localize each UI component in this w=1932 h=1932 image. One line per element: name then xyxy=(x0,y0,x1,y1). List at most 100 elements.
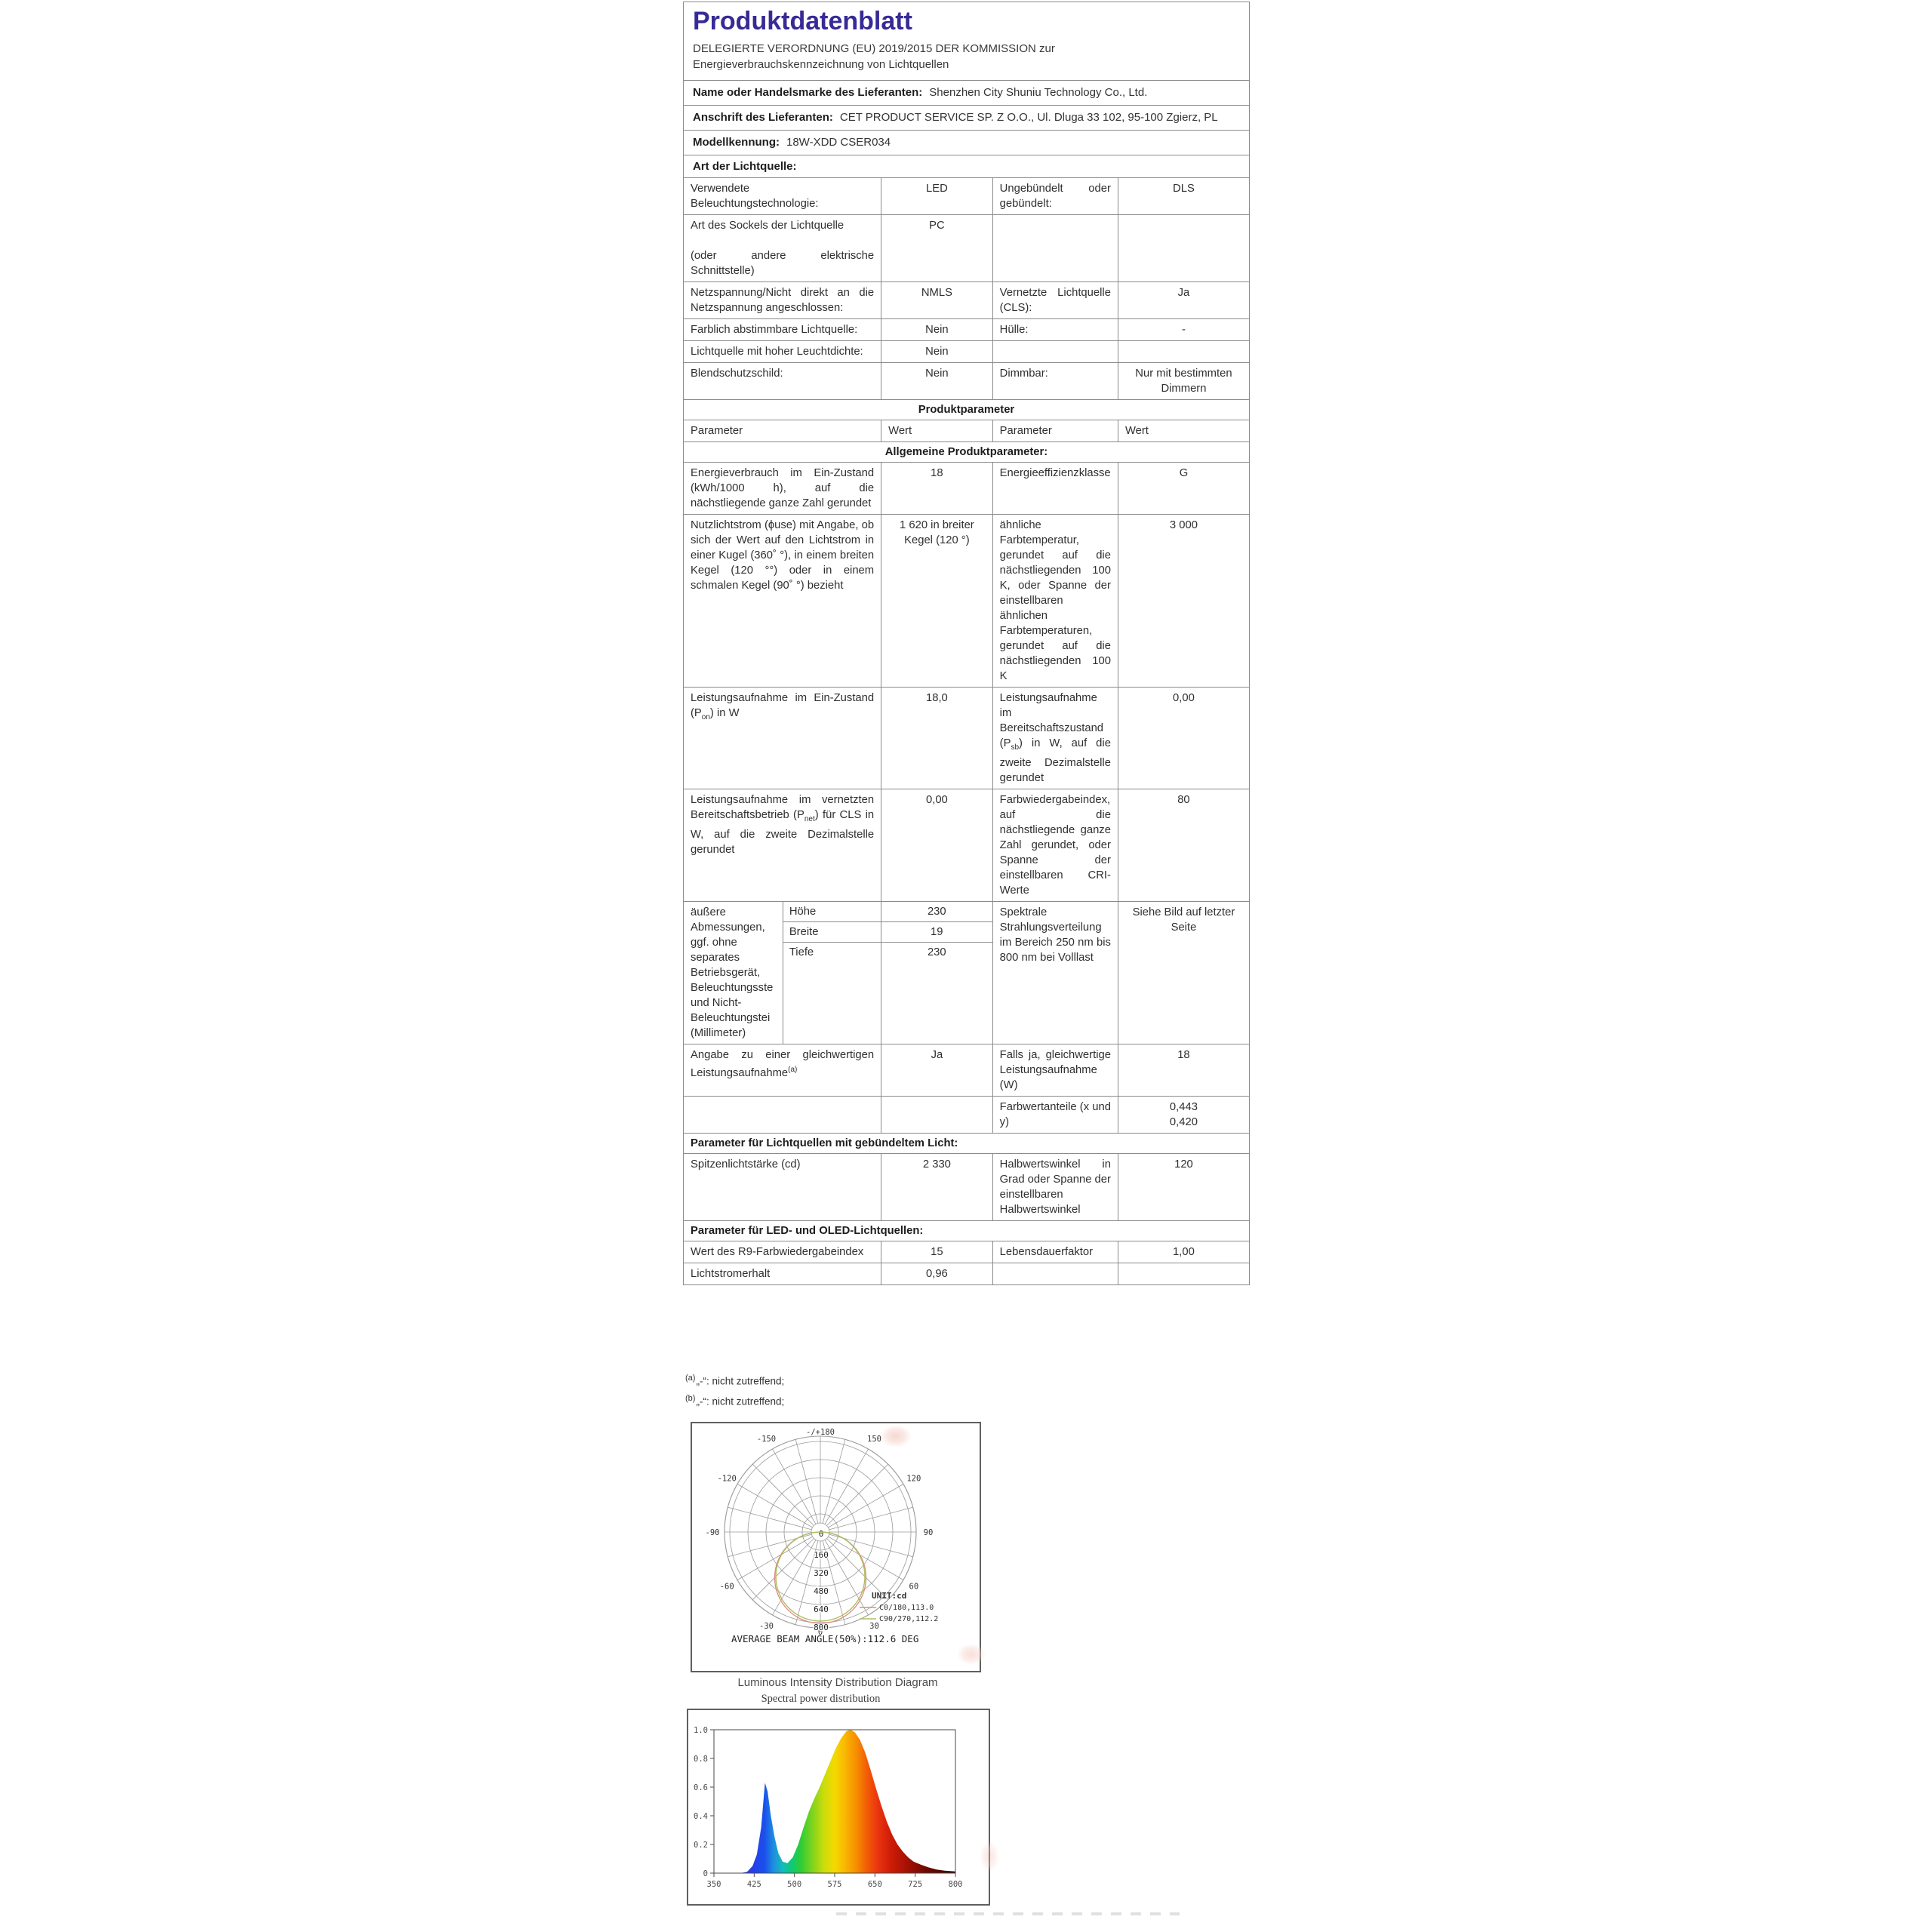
light-source-type-header: Art der Lichtquelle: xyxy=(684,155,1249,177)
param-label-cell: Farbwiedergabeindex, auf die nächstliege… xyxy=(993,789,1118,901)
table-row: Farbwertanteile (x und y) 0,443 0,420 xyxy=(684,1096,1249,1134)
param-label-cell xyxy=(684,1096,882,1133)
supplier-name-label: Name oder Handelsmarke des Lieferanten: xyxy=(693,86,923,99)
polar-unit-label: UNIT:cd xyxy=(872,1591,906,1601)
y-tick-label: 0.8 xyxy=(694,1755,708,1764)
param-label-cell: ähnliche Farbtemperatur, gerundet auf di… xyxy=(993,515,1118,687)
table-row: Spitzenlichtstärke (cd) 2 330 Halbwertswin… xyxy=(684,1153,1249,1221)
param-label-cell: Falls ja, gleichwertige Leistungsaufnahm… xyxy=(993,1044,1118,1096)
polar-radial-label: 800 xyxy=(814,1623,829,1632)
table-row: Wert des R9-Farbwiedergabeindex 15 Lebensd… xyxy=(684,1241,1249,1263)
supplier-name-value: Shenzhen City Shuniu Technology Co., Ltd… xyxy=(929,86,1148,99)
table-section-header: Parameter für LED- und OLED-Lichtquellen… xyxy=(691,1224,924,1237)
dimensions-filler xyxy=(881,963,992,1044)
param-value-cell: Ja xyxy=(881,1044,993,1096)
param-value-cell: 18 xyxy=(1177,1048,1190,1061)
param-value-cell: Wert xyxy=(1124,425,1149,437)
subtitle-line-1: DELEGIERTE VERORDNUNG (EU) 2019/2015 DER… xyxy=(693,42,1055,55)
param-value-cell: NMLS xyxy=(881,282,993,318)
param-value-cell: 0,96 xyxy=(881,1263,993,1284)
table-section-header: Allgemeine Produktparameter: xyxy=(884,446,1048,458)
param-label-cell: Netzspannung/Nicht direkt an die Netzspa… xyxy=(684,282,882,318)
spectral-power-chart: 1.0 0.8 0.6 0.4 0.2 0 350 425 500 575 650 725 800 xyxy=(687,1709,990,1906)
param-value-cell: Nein xyxy=(881,363,993,399)
param-label-cell xyxy=(993,341,1118,362)
param-label-cell: Hülle: xyxy=(993,319,1118,340)
table-row: Produktparameter xyxy=(684,400,1249,420)
model-id-label: Modellkennung: xyxy=(693,136,780,149)
param-value-cell: 18 xyxy=(881,463,993,514)
spectrum-chart-svg: 1.0 0.8 0.6 0.4 0.2 0 350 425 500 575 650 725 800 xyxy=(694,1726,963,1889)
polar-angle-label: -120 xyxy=(718,1475,737,1484)
param-label-cell xyxy=(993,215,1118,281)
beam-curve-c90-270 xyxy=(775,1531,866,1622)
table-row: Parameter Wert Parameter Wert xyxy=(684,420,1249,442)
beam-angle-annotation: AVERAGE BEAM ANGLE(50%):112.6 DEG xyxy=(731,1633,918,1644)
param-value-cell: 2 330 xyxy=(881,1153,993,1220)
table-section-header: Parameter für Lichtquellen mit gebündelt… xyxy=(691,1137,958,1149)
param-label-cell: Leistungsaufnahme im Ein-Zustand (Pon) i… xyxy=(684,688,882,789)
param-value-cell: Wert xyxy=(881,420,993,441)
table-row: Lichtstromerhalt 0,96 xyxy=(684,1263,1249,1284)
param-label-cell: Leistungsaufnahme im Bereitschaftszustan… xyxy=(993,688,1118,789)
param-value-cell: 0,443 0,420 xyxy=(1169,1100,1198,1128)
param-value-cell: Nein xyxy=(881,341,993,362)
polar-angle-labels: -150 -120 -90 -60 -30 30 60 90 120 150 xyxy=(706,1435,934,1631)
param-label-cell: Leistungsaufnahme im vernetzten Bereitsc… xyxy=(684,789,882,901)
dimensions-filler xyxy=(783,962,881,1044)
param-value-cell: PC xyxy=(881,215,993,281)
footnote: (b)„-“: nicht zutreffend; xyxy=(685,1393,785,1407)
param-label-cell: Vernetzte Lichtquelle (CLS): xyxy=(993,282,1118,318)
luminous-intensity-diagram: -150 -120 -90 -60 -30 30 60 90 120 150 -/+180 0 0 160… xyxy=(691,1422,981,1672)
table-row: Parameter für LED- und OLED-Lichtquellen… xyxy=(684,1221,1249,1241)
supplier-address-row: Anschrift des Lieferanten: CET PRODUCT SE… xyxy=(684,105,1249,130)
polar-radial-labels: 0 160 320 480 640 800 xyxy=(813,1528,830,1634)
product-datasheet: Produktdatenblatt DELEGIERTE VERORDNUNG … xyxy=(683,2,1250,1285)
dimension-name-cell: Tiefe xyxy=(783,942,881,963)
param-label-cell: Art des Sockels der Lichtquelle (oder and… xyxy=(684,215,882,281)
polar-top-label: -/+180 xyxy=(806,1428,835,1437)
param-label-cell: Dimmbar: xyxy=(993,363,1118,399)
footnote: (a)„-“: nicht zutreffend; xyxy=(685,1374,785,1387)
dimension-name-cell: Breite xyxy=(783,921,881,943)
polar-angle-label: -90 xyxy=(706,1528,720,1537)
polar-angle-label: -30 xyxy=(759,1622,774,1631)
param-label-cell: Lebensdauerfaktor xyxy=(993,1241,1118,1263)
table-row: Leistungsaufnahme im vernetzten Bereitsc… xyxy=(684,789,1249,902)
param-value-cell: Ja xyxy=(1177,287,1190,299)
product-parameter-table: Verwendete Beleuchtungstechnologie: LED Un… xyxy=(684,177,1249,1284)
intensity-diagram-caption: Luminous Intensity Distribution Diagram xyxy=(737,1676,938,1689)
param-label-cell: Farbwertanteile (x und y) xyxy=(993,1096,1118,1133)
x-tick-label: 800 xyxy=(949,1880,963,1889)
param-value-cell: - xyxy=(1181,324,1186,336)
y-tick-label: 0.6 xyxy=(694,1783,708,1792)
param-label-cell: Farblich abstimmbare Lichtquelle: xyxy=(684,319,882,340)
polar-angle-label: 150 xyxy=(867,1435,881,1444)
param-value-cell xyxy=(1118,341,1249,362)
polar-chart-svg: -150 -120 -90 -60 -30 30 60 90 120 150 -/+180 0 0 160… xyxy=(706,1428,939,1644)
footnotes: (a)„-“: nicht zutreffend; (b)„-“: nicht z… xyxy=(685,1374,784,1414)
param-value-cell: 15 xyxy=(881,1241,993,1263)
param-label-cell: Energieeffizienzklasse xyxy=(993,463,1118,514)
table-row: Netzspannung/Nicht direkt an die Netzspa… xyxy=(684,282,1249,319)
param-label-cell: Parameter xyxy=(993,420,1118,441)
supplier-name-row: Name oder Handelsmarke des Lieferanten: S… xyxy=(684,80,1249,105)
param-label-cell: Verwendete Beleuchtungstechnologie: xyxy=(684,178,882,214)
param-value-cell: 3 000 xyxy=(1169,519,1198,531)
param-label-cell: Halbwertswinkel in Grad oder Spanne der … xyxy=(993,1153,1118,1220)
param-value-cell: Siehe Bild auf letzter Seite xyxy=(1132,906,1235,934)
dimensions-subtable: Höhe 230 Breite 19 Tiefe 230 xyxy=(783,901,993,1044)
param-label-cell: Blendschutzschild: xyxy=(684,363,882,399)
polar-angle-label: -60 xyxy=(720,1583,734,1592)
dimension-name-cell: Höhe xyxy=(783,901,881,922)
polar-angle-label: 30 xyxy=(869,1622,879,1631)
param-label-cell: Energieverbrauch im Ein-Zustand (kWh/100… xyxy=(684,463,882,514)
table-row: Angabe zu einer gleichwertigen Leistungs… xyxy=(684,1044,1249,1097)
table-row: Verwendete Beleuchtungstechnologie: LED Un… xyxy=(684,178,1249,215)
param-value-cell: 80 xyxy=(1177,793,1190,806)
param-value-cell: Nur mit bestimmten Dimmern xyxy=(1135,368,1232,395)
table-row: Art des Sockels der Lichtquelle (oder and… xyxy=(684,215,1249,282)
polar-radial-label: 160 xyxy=(814,1550,829,1560)
param-value-cell xyxy=(881,1096,993,1133)
